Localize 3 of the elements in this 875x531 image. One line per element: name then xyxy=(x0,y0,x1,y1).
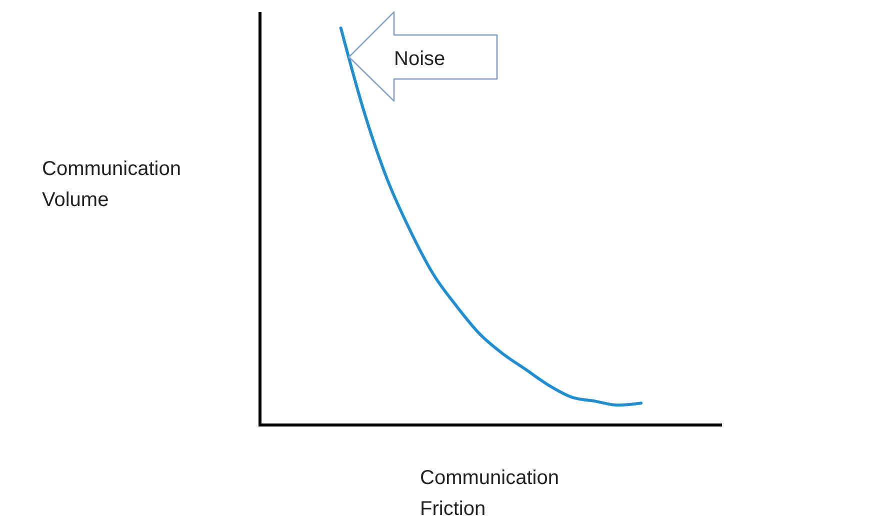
x-axis-title: Communication Friction xyxy=(420,467,559,520)
annotation: Noise xyxy=(394,48,446,70)
y-axis-title: Communication Volume xyxy=(42,158,181,211)
